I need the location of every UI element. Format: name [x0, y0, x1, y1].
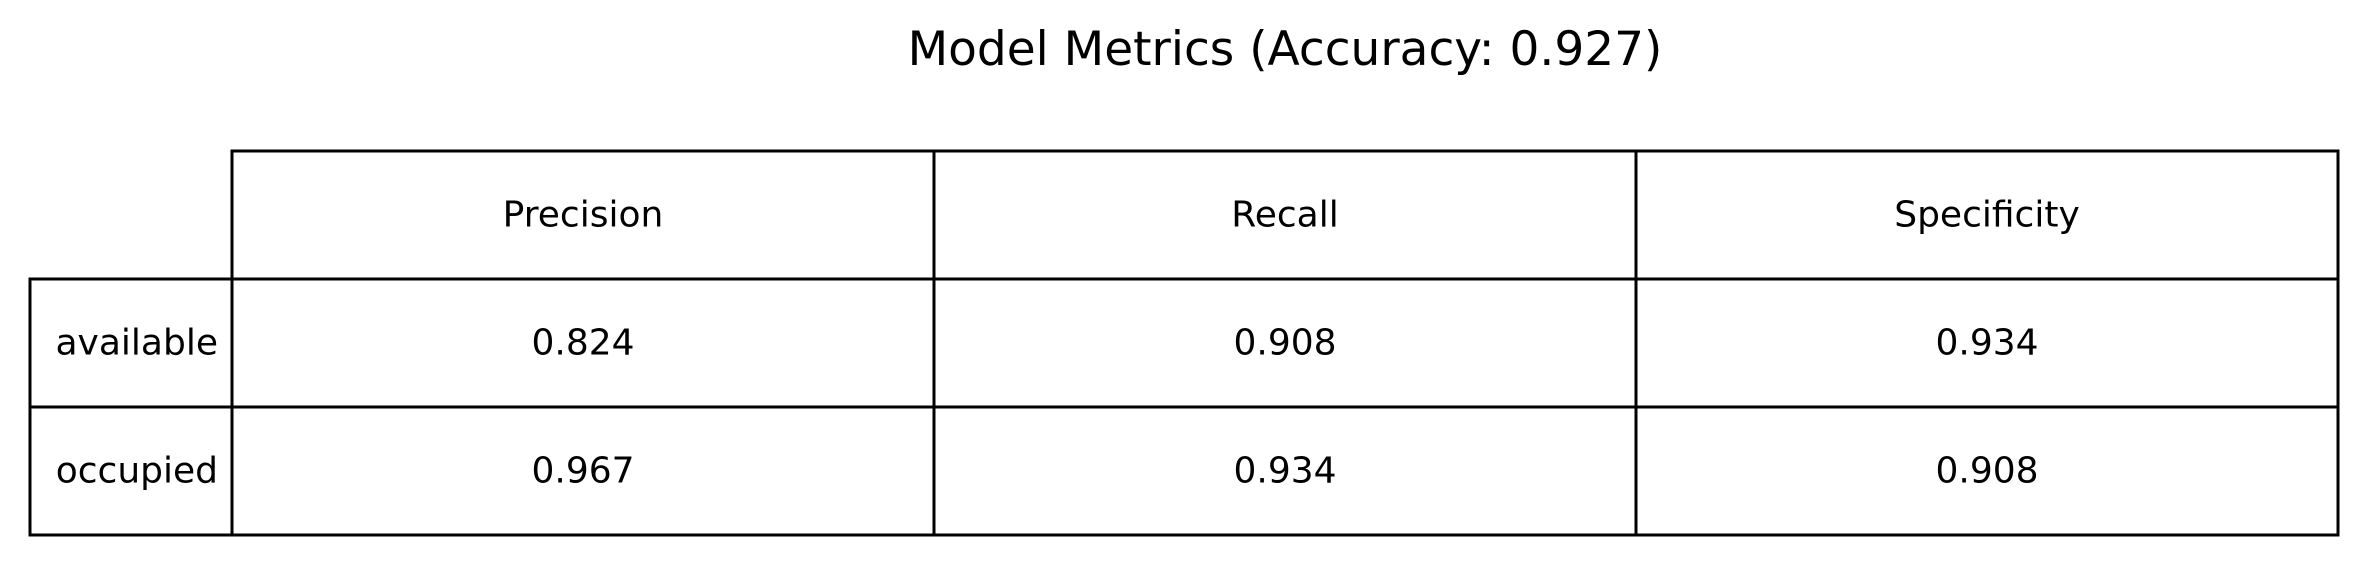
cell-occupied-recall: 0.934 — [1233, 451, 1336, 492]
column-header-precision: Precision — [503, 195, 664, 236]
cell-available-specificity: 0.934 — [1935, 323, 2038, 364]
cell-available-precision: 0.824 — [531, 323, 634, 364]
cell-available-recall: 0.908 — [1233, 323, 1336, 364]
cell-occupied-specificity: 0.908 — [1935, 451, 2038, 492]
cell-occupied-precision: 0.967 — [531, 451, 634, 492]
row-label-available: available — [56, 323, 219, 364]
row-label-occupied: occupied — [56, 451, 218, 492]
table-grid — [28, 149, 2340, 537]
column-header-recall: Recall — [1231, 195, 1338, 236]
table-text: Precision Recall Specificity available 0.824… — [56, 195, 2080, 492]
chart-title: Model Metrics (Accuracy: 0.927) — [907, 22, 1663, 77]
column-header-specificity: Specificity — [1894, 195, 2080, 236]
